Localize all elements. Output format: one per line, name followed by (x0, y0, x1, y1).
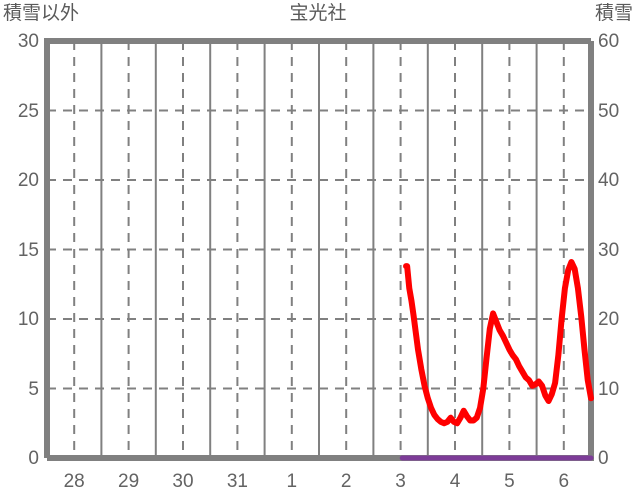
xtick-2-5: 2 (340, 471, 352, 492)
ytick-left-5: 5 (28, 378, 39, 400)
ytick-left-25: 25 (17, 100, 39, 122)
ytick-right-0: 0 (598, 448, 609, 469)
left-axis-title: 積雪以外 (3, 3, 80, 24)
ytick-left-0: 0 (28, 448, 39, 469)
xtick-29-1: 29 (118, 471, 140, 492)
page-title: 宝光社 (289, 3, 347, 24)
xtick-30-2: 30 (172, 471, 194, 492)
ytick-right-50: 50 (598, 100, 620, 122)
xtick-3-6: 3 (395, 471, 406, 492)
grid-solid-lines (100, 41, 538, 458)
xtick-1-4: 1 (286, 471, 298, 492)
ytick-right-60: 60 (598, 31, 620, 52)
ytick-left-30: 30 (17, 31, 39, 52)
series-line-rain (403, 259, 594, 427)
ytick-right-30: 30 (598, 239, 620, 261)
ytick-right-40: 40 (598, 170, 620, 191)
ytick-right-20: 20 (598, 309, 620, 330)
xtick-6-9: 6 (558, 471, 570, 492)
xtick-5-8: 5 (504, 471, 515, 492)
ytick-left-10: 10 (17, 309, 39, 330)
xtick-28-0: 28 (63, 471, 85, 492)
right-axis-title: 積雪 (594, 3, 633, 24)
grid-dashed-lines (47, 41, 591, 458)
ytick-right-10: 10 (598, 378, 620, 400)
data-series-layer (399, 259, 594, 461)
xtick-4-7: 4 (449, 471, 461, 492)
ytick-left-20: 20 (17, 170, 39, 191)
xtick-31-3: 31 (226, 471, 248, 492)
ytick-left-15: 15 (17, 239, 39, 261)
